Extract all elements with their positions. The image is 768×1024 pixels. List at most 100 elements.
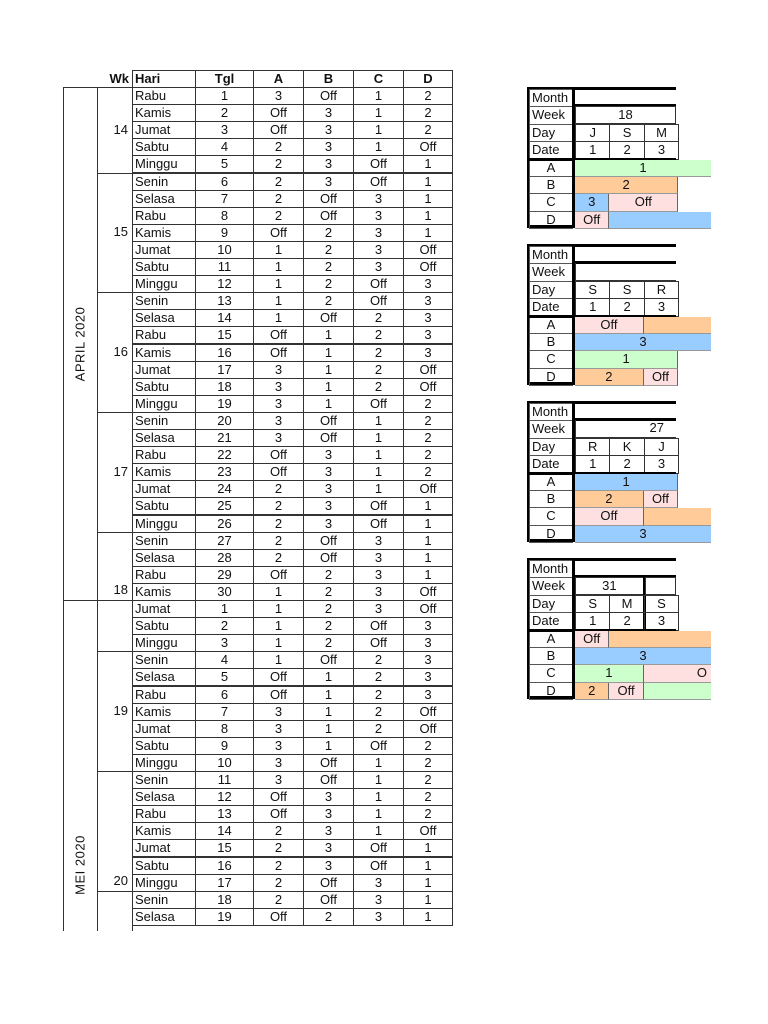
shift-pink-segment: Off xyxy=(575,211,610,230)
cell-d: 1 xyxy=(403,189,453,208)
divider xyxy=(573,575,676,579)
shift-pink-segment: O xyxy=(643,665,711,683)
cell-b: Off xyxy=(303,753,354,772)
cell-tgl: 5 xyxy=(195,668,254,687)
month-value xyxy=(575,560,676,576)
cell-tgl: 10 xyxy=(195,240,254,259)
cell-hari: Minggu xyxy=(132,753,196,772)
shift-orange-segment xyxy=(643,316,711,334)
cell-hari: Kamis xyxy=(132,343,196,362)
shift-green-segment: 1 xyxy=(575,665,644,683)
month-value xyxy=(575,246,676,262)
day-cell: K xyxy=(609,437,645,457)
cell-d: 2 xyxy=(403,736,453,755)
cell-d: 3 xyxy=(403,617,453,636)
cell-b: Off xyxy=(303,429,354,448)
cell-hari: Minggu xyxy=(132,155,196,174)
cell-a: 3 xyxy=(253,377,304,396)
cell-hari: Jumat xyxy=(132,719,196,738)
cell-hari: Minggu xyxy=(132,634,196,653)
cell-hari: Rabu xyxy=(132,446,196,465)
cell-c: 1 xyxy=(353,138,404,157)
cell-d: 2 xyxy=(403,805,453,824)
cell-a: Off xyxy=(253,788,304,807)
day-cell: R xyxy=(575,437,611,457)
cell-a: 1 xyxy=(253,634,304,653)
shift-pink-segment: Off xyxy=(575,508,644,526)
header-wk: Wk xyxy=(109,71,130,86)
cell-tgl: 5 xyxy=(195,155,254,174)
label-team-A: A xyxy=(529,472,573,491)
cell-tgl: 10 xyxy=(195,753,254,772)
label-team-C: C xyxy=(529,507,573,526)
day-cell: J xyxy=(575,123,611,143)
label-week: Week xyxy=(529,577,573,596)
cell-tgl: 24 xyxy=(195,480,254,499)
label-team-D: D xyxy=(529,681,573,701)
cell-a: 3 xyxy=(253,360,304,379)
cell-hari: Sabtu xyxy=(132,258,196,277)
cell-hari: Selasa xyxy=(132,189,196,208)
cell-tgl: 7 xyxy=(195,702,254,721)
cell-b: 3 xyxy=(303,446,354,465)
cell-hari: Sabtu xyxy=(132,617,196,636)
cell-tgl: 14 xyxy=(195,822,254,841)
cell-d: 2 xyxy=(403,411,453,430)
shift-orange-segment: 2 xyxy=(575,368,644,387)
header-b: B xyxy=(303,70,354,89)
cell-b: 1 xyxy=(303,377,354,396)
shift-green-segment: 1 xyxy=(575,351,679,369)
day-cell: S xyxy=(643,594,680,614)
label-week: Week xyxy=(529,106,573,125)
label-team-B: B xyxy=(529,176,573,195)
cell-b: 3 xyxy=(303,839,354,858)
cell-a: 1 xyxy=(253,600,304,619)
cell-b: 3 xyxy=(303,463,354,482)
label-week: Week xyxy=(529,263,573,282)
cell-c: 2 xyxy=(353,377,404,396)
cell-c: 1 xyxy=(353,104,404,123)
cell-b: 3 xyxy=(303,497,354,516)
header-a: A xyxy=(253,70,304,89)
cell-c: 1 xyxy=(353,446,404,465)
shift-blue-segment: 3 xyxy=(575,525,711,544)
cell-hari: Senin xyxy=(132,411,196,430)
month-label: APRIL 2020 xyxy=(72,306,88,381)
cell-c: 1 xyxy=(353,753,404,772)
cell-c: 3 xyxy=(353,907,404,926)
month-value xyxy=(575,403,676,419)
cell-b: 1 xyxy=(303,736,354,755)
label-team-D: D xyxy=(529,367,573,387)
cell-a: 2 xyxy=(253,206,304,225)
cell-tgl: 2 xyxy=(195,617,254,636)
month-label: MEI 2020 xyxy=(72,835,88,895)
cell-hari: Selasa xyxy=(132,429,196,448)
cell-b: Off xyxy=(303,309,354,328)
cell-c: 3 xyxy=(353,890,404,909)
cell-d: 2 xyxy=(403,121,453,140)
cell-hari: Senin xyxy=(132,771,196,790)
cell-hari: Kamis xyxy=(132,702,196,721)
cell-tgl: 20 xyxy=(195,411,254,430)
cell-c: Off xyxy=(353,856,404,875)
cell-c: 1 xyxy=(353,429,404,448)
cell-tgl: 19 xyxy=(195,394,254,413)
cell-b: Off xyxy=(303,87,354,106)
cell-b: Off xyxy=(303,531,354,550)
label-team-D: D xyxy=(529,524,573,544)
cell-tgl: 26 xyxy=(195,514,254,533)
cell-d: 1 xyxy=(403,856,453,875)
cell-a: Off xyxy=(253,343,304,362)
cell-d: 1 xyxy=(403,497,453,516)
cell-a: 3 xyxy=(253,753,304,772)
cell-a: Off xyxy=(253,463,304,482)
cell-hari: Minggu xyxy=(132,394,196,413)
cell-a: 3 xyxy=(253,719,304,738)
shift-green-segment xyxy=(643,682,711,701)
divider xyxy=(573,261,676,265)
shift-pink-segment: Off xyxy=(575,630,610,648)
cell-tgl: 6 xyxy=(195,685,254,704)
cell-d: 1 xyxy=(403,206,453,225)
label-week: Week xyxy=(529,420,573,439)
week-label: 16 xyxy=(113,344,128,360)
